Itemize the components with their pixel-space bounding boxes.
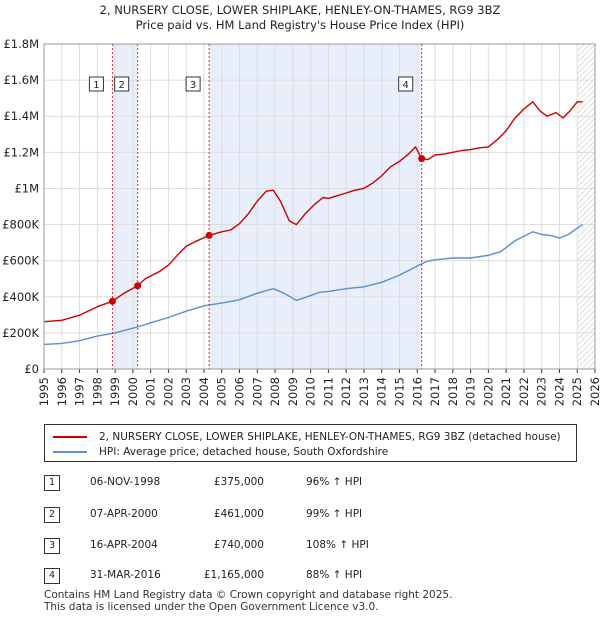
x-tick-label: 2026 [588, 377, 600, 406]
legend-swatch-property [53, 436, 87, 438]
transaction-price: £1,165,000 [203, 569, 264, 581]
x-tick-label: 2000 [126, 377, 140, 406]
footer-line-2: This data is licensed under the Open Gov… [44, 601, 379, 613]
transaction-date: 31-MAR-2016 [90, 569, 161, 581]
sale-markers: 1 2 3 4 [88, 44, 426, 369]
transaction-date: 06-NOV-1998 [90, 476, 161, 488]
transaction-hpi: 99% ↑ HPI [306, 508, 363, 520]
transaction-hpi: 108% ↑ HPI [306, 539, 369, 551]
table-row: 4 31-MAR-2016 £1,165,000 88% ↑ HPI [44, 568, 524, 584]
legend-item-hpi: HPI: Average price, detached house, Sout… [53, 446, 388, 458]
transaction-price: £375,000 [213, 476, 264, 488]
hpi-line [43, 224, 583, 346]
x-tick-label: 2013 [357, 377, 371, 406]
shaded-regions [44, 44, 595, 369]
y-tick-label: £800K [2, 218, 39, 232]
footer-line-1: Contains HM Land Registry data © Crown c… [44, 589, 453, 601]
sale-marker-box [185, 76, 201, 92]
transaction-hpi: 88% ↑ HPI [306, 569, 363, 581]
y-tick-label: £1.8M [3, 37, 39, 51]
x-tick-label: 1998 [90, 377, 104, 406]
x-tick-label: 2007 [250, 377, 264, 406]
y-tick-label: £1M [14, 181, 39, 195]
y-tick-label: £1.6M [3, 73, 39, 87]
x-tick-label: 2004 [197, 377, 211, 406]
sale-point [134, 282, 142, 290]
x-tick-label: 2010 [304, 377, 318, 406]
x-tick-label: 1995 [37, 377, 51, 406]
chart-title-line-2: Price paid vs. HM Land Registry's House … [136, 18, 465, 32]
sale-marker-box [114, 76, 130, 92]
legend-swatch-hpi [53, 451, 87, 453]
transaction-number: 2 [44, 507, 60, 523]
x-tick-label: 2016 [410, 377, 424, 406]
legend: 2, NURSERY CLOSE, LOWER SHIPLAKE, HENLEY… [44, 424, 577, 462]
y-tick-label: £200K [2, 326, 39, 340]
y-tick-label: £600K [2, 254, 39, 268]
x-tick-label: 2020 [481, 377, 495, 406]
x-tick-label: 2006 [233, 377, 247, 406]
y-tick-label: £1.4M [3, 109, 39, 123]
x-tick-label: 2017 [428, 377, 442, 406]
x-tick-label: 2019 [464, 377, 478, 406]
x-tick-label: 1996 [55, 377, 69, 406]
x-tick-label: 2003 [179, 377, 193, 406]
x-tick-label: 1999 [108, 377, 122, 406]
transaction-price: £461,000 [213, 508, 264, 520]
x-tick-label: 2001 [144, 377, 158, 406]
table-row: 3 16-APR-2004 £740,000 108% ↑ HPI [44, 538, 524, 554]
forecast-hatch [577, 44, 595, 369]
x-tick-label: 2005 [215, 377, 229, 406]
legend-label-property: 2, NURSERY CLOSE, LOWER SHIPLAKE, HENLEY… [99, 431, 561, 443]
table-row: 1 06-NOV-1998 £375,000 96% ↑ HPI [44, 475, 524, 491]
y-tick-label: £1.2M [3, 145, 39, 159]
x-tick-label: 2018 [446, 377, 460, 406]
x-tick-label: 2008 [268, 377, 282, 406]
table-row: 2 07-APR-2000 £461,000 99% ↑ HPI [44, 507, 524, 523]
transaction-price: £740,000 [213, 539, 264, 551]
x-tick-label: 2002 [161, 377, 175, 406]
x-tick-label: 2024 [552, 377, 566, 406]
x-tick-label: 2015 [392, 377, 406, 406]
x-tick-label: 2012 [339, 377, 353, 406]
sale-marker-box [88, 76, 104, 92]
y-tick-label: £400K [2, 290, 39, 304]
sale-point [418, 155, 426, 163]
x-tick-label: 2009 [286, 377, 300, 406]
transaction-date: 07-APR-2000 [90, 508, 158, 520]
legend-item-property: 2, NURSERY CLOSE, LOWER SHIPLAKE, HENLEY… [53, 431, 561, 443]
legend-label-hpi: HPI: Average price, detached house, Sout… [99, 446, 389, 458]
sale-marker-label: 1 [93, 80, 99, 91]
chart-title-line-1: 2, NURSERY CLOSE, LOWER SHIPLAKE, HENLEY… [100, 3, 501, 17]
transaction-number: 3 [44, 538, 60, 554]
transaction-date: 16-APR-2004 [90, 539, 158, 551]
property-price-line [43, 101, 583, 323]
x-tick-label: 2014 [375, 377, 389, 406]
sale-marker-label: 4 [403, 80, 409, 91]
transaction-number: 1 [44, 475, 60, 491]
x-tick-label: 2011 [321, 377, 335, 406]
sale-marker-box [398, 76, 414, 92]
sale-marker-label: 3 [190, 80, 196, 91]
x-tick-label: 2025 [570, 377, 584, 406]
x-tick-label: 2021 [499, 377, 513, 406]
shaded-region [112, 44, 138, 369]
x-tick-label: 2023 [535, 377, 549, 406]
sale-point [205, 231, 213, 239]
transaction-hpi: 96% ↑ HPI [306, 476, 363, 488]
y-tick-label: £0 [24, 362, 39, 376]
axes: £0 £200K £400K £600K £800K £1M £1.2M £1.4M £1.6M… [2, 37, 600, 406]
x-tick-label: 2022 [517, 377, 531, 406]
footer: Contains HM Land Registry data © Crown c… [44, 589, 452, 613]
shaded-region [209, 44, 422, 369]
plot-frame [43, 43, 596, 370]
sale-marker-label: 2 [118, 80, 124, 91]
transaction-number: 4 [44, 568, 60, 584]
series-lines [43, 101, 583, 346]
sale-point [108, 297, 116, 305]
price-chart: 2, NURSERY CLOSE, LOWER SHIPLAKE, HENLEY… [2, 3, 600, 406]
x-tick-label: 1997 [73, 377, 87, 406]
